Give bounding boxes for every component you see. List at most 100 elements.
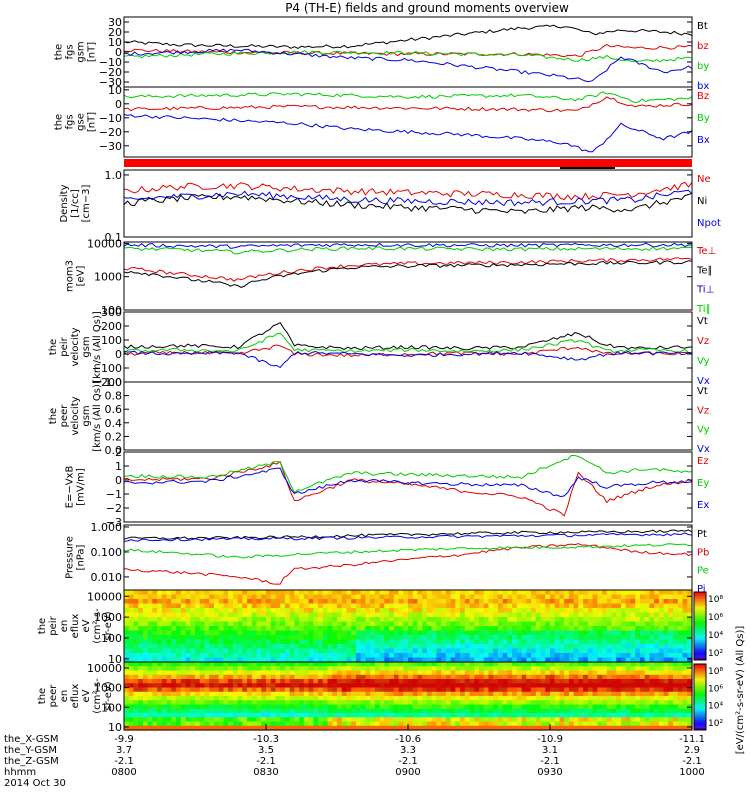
spectrogram-cell (204, 683, 210, 689)
spectrogram-cell (284, 621, 291, 627)
spectrogram-cell (658, 594, 665, 600)
spectrogram-cell (663, 700, 669, 706)
spectrogram-cell (677, 635, 684, 641)
spectrogram-cell (209, 687, 215, 693)
spectrogram-cell (322, 639, 329, 645)
spectrogram-cell (531, 721, 537, 727)
spectrogram-cell (422, 683, 428, 689)
spectrogram-cell (313, 612, 319, 618)
spectrogram-cell (583, 644, 589, 650)
spectrogram-cell (550, 679, 556, 684)
spectrogram-cell (171, 704, 177, 710)
spectrogram-cell (583, 666, 589, 672)
spectrogram-cell (597, 725, 603, 731)
spectrogram-cell (488, 644, 494, 650)
spectrogram-cell (616, 648, 622, 654)
spectrogram-cell (379, 644, 385, 650)
spectrogram-cell (355, 683, 362, 689)
spectrogram-cell (611, 670, 617, 676)
spectrogram-cell (284, 687, 291, 693)
spectrogram-cell (346, 630, 352, 636)
spectrogram-cell (445, 696, 452, 701)
spectrogram-cell (403, 594, 409, 600)
spectrogram-cell (389, 617, 395, 623)
spectrogram-cell (417, 653, 423, 659)
spectrogram-cell (142, 630, 149, 636)
spectrogram-cell (545, 612, 551, 618)
colorbar-frame (693, 591, 707, 661)
spectrogram-cell (270, 635, 277, 641)
spectrogram-cell (564, 704, 570, 710)
spectrogram-cell (559, 666, 565, 672)
spectrogram-cell (668, 644, 674, 650)
spectrogram-cell (251, 721, 258, 727)
spectrogram-cell (474, 666, 480, 672)
spectrogram-cell (460, 608, 466, 614)
spectrogram-cell (232, 679, 239, 684)
spectrogram-cell (531, 653, 537, 659)
spectrogram-cell (213, 708, 220, 714)
spectrogram-cell (578, 644, 584, 650)
spectrogram-cell (635, 644, 641, 650)
spectrogram-cell (280, 691, 286, 697)
spectrogram-cell (668, 603, 674, 609)
spectrogram-cell (384, 708, 390, 714)
spectrogram-cell (673, 621, 679, 627)
spectrogram-cell (587, 721, 594, 727)
y-axis-label: the (54, 44, 65, 60)
spectrogram-cell (479, 708, 485, 714)
spectrogram-cell (497, 612, 504, 618)
spectrogram-cell (303, 721, 310, 727)
spectrogram-cell (370, 700, 376, 706)
spectrogram-cell (649, 639, 655, 645)
spectrogram-cell (597, 683, 603, 689)
spectrogram-cell (128, 608, 135, 614)
spectrogram-cell (256, 621, 262, 627)
spectrogram-cell (341, 708, 348, 714)
spectrogram-cell (592, 700, 598, 706)
y-tick-label: 0.2 (105, 430, 123, 443)
spectrogram-cell (436, 708, 442, 714)
spectrogram-cell (247, 617, 253, 623)
spectrogram-cell (526, 644, 532, 650)
spectrogram-cell (497, 617, 504, 623)
spectrogram-cell (559, 635, 565, 641)
spectrogram-cell (133, 653, 139, 659)
spectrogram-cell (531, 687, 537, 693)
spectrogram-cell (142, 594, 149, 600)
spectrogram-cell (474, 590, 480, 596)
spectrogram-cell (408, 635, 414, 641)
spectrogram-cell (431, 612, 437, 618)
spectrogram-cell (379, 708, 385, 714)
spectrogram-cell (124, 657, 130, 663)
spectrogram-cell (228, 621, 234, 627)
spectrogram-cell (682, 666, 688, 672)
spectrogram-cell (479, 717, 485, 723)
spectrogram-cell (152, 683, 158, 689)
spectrogram-cell (630, 679, 636, 684)
spectrogram-cell (545, 700, 551, 706)
spectrogram-cell (266, 683, 272, 689)
spectrogram-cell (166, 599, 172, 605)
spectrogram-cell (133, 704, 139, 710)
spectrogram-cell (417, 674, 423, 680)
spectrogram-cell (658, 721, 665, 727)
spectrogram-cell (431, 687, 437, 693)
spectrogram-cell (507, 630, 513, 636)
spectrogram-cell (602, 687, 608, 693)
spectrogram-cell (573, 704, 579, 710)
spectrogram-cell (133, 603, 139, 609)
spectrogram-cell (516, 657, 523, 663)
spectrogram-cell (474, 608, 480, 614)
spectrogram-cell (545, 725, 551, 731)
spectrogram-cell (346, 696, 352, 701)
spectrogram-cell (374, 666, 381, 672)
spectrogram-cell (332, 594, 338, 600)
spectrogram-cell (176, 662, 182, 667)
spectrogram-cell (384, 594, 390, 600)
spectrogram-cell (445, 691, 452, 697)
spectrogram-cell (171, 612, 177, 618)
spectrogram-cell (436, 696, 442, 701)
spectrogram-cell (677, 603, 684, 609)
spectrogram-cell (204, 644, 210, 650)
